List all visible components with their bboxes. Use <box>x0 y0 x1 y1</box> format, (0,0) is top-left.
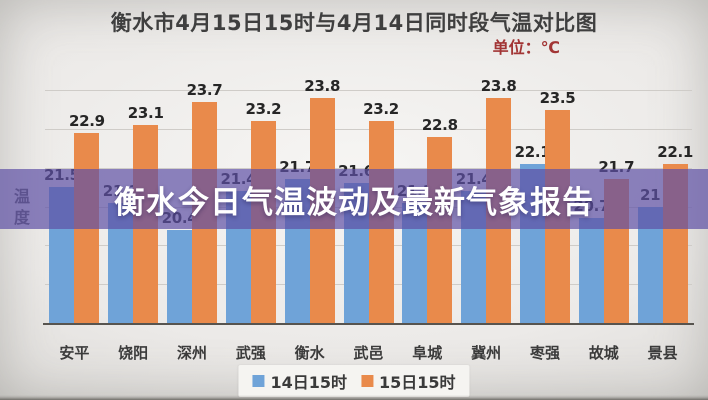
bar-value-15日15时-衡水: 23.8 <box>304 77 341 95</box>
bar-value-15日15时-阜城: 22.8 <box>421 115 458 134</box>
x-axis-label-衡水: 衡水 <box>294 344 325 362</box>
news-banner-overlay: 衡水今日气温波动及最新气象报告 <box>0 169 708 229</box>
banner-headline: 衡水今日气温波动及最新气象报告 <box>114 184 594 221</box>
bar-value-15日15时-冀州: 23.8 <box>480 77 517 95</box>
legend-label-series2: 15日15时 <box>379 373 456 392</box>
bar-value-15日15时-景县: 22.1 <box>657 142 693 161</box>
legend-item-series2: 15日15时 <box>361 369 456 393</box>
bar-14日15时-深州 <box>167 229 192 323</box>
x-axis-label-故城: 故城 <box>588 344 619 362</box>
x-axis-label-武强: 武强 <box>235 344 266 362</box>
x-axis-line <box>43 323 694 325</box>
x-axis-label-安平: 安平 <box>59 344 90 362</box>
bar-value-14日15时-枣强: 22.1 <box>514 142 551 161</box>
chart-legend: 14日15时 15日15时 <box>238 365 470 397</box>
bar-value-15日15时-枣强: 23.5 <box>539 88 576 107</box>
chart-title: 衡水市4月15日15时与4月14日同时段气温对比图 <box>110 11 598 35</box>
x-axis-label-阜城: 阜城 <box>412 344 443 362</box>
series2-swatch-icon <box>361 375 373 387</box>
bar-value-15日15时-武邑: 23.2 <box>363 100 399 119</box>
bar-value-15日15时-饶阳: 23.1 <box>127 104 164 123</box>
x-axis-label-深州: 深州 <box>176 344 207 362</box>
slide-bottom-edge <box>0 395 708 400</box>
x-axis-label-饶阳: 饶阳 <box>118 344 149 362</box>
series1-swatch-icon <box>252 375 265 387</box>
gridline-24 <box>45 90 692 92</box>
bar-value-15日15时-安平: 22.9 <box>68 111 105 130</box>
legend-label-series1: 14日15时 <box>270 373 347 392</box>
x-axis-label-枣强: 枣强 <box>529 344 560 362</box>
x-axis-label-景县: 景县 <box>647 344 678 362</box>
bar-15日15时-阜城 <box>427 136 453 323</box>
legend-item-series1: 14日15时 <box>252 369 347 393</box>
unit-label: 单位：℃ <box>492 38 560 57</box>
bar-value-15日15时-深州: 23.7 <box>186 80 223 99</box>
bar-14日15时-故城 <box>578 218 604 323</box>
x-axis-label-武邑: 武邑 <box>353 344 384 362</box>
bar-value-15日15时-武强: 23.2 <box>245 100 282 119</box>
x-axis-label-冀州: 冀州 <box>471 344 502 362</box>
